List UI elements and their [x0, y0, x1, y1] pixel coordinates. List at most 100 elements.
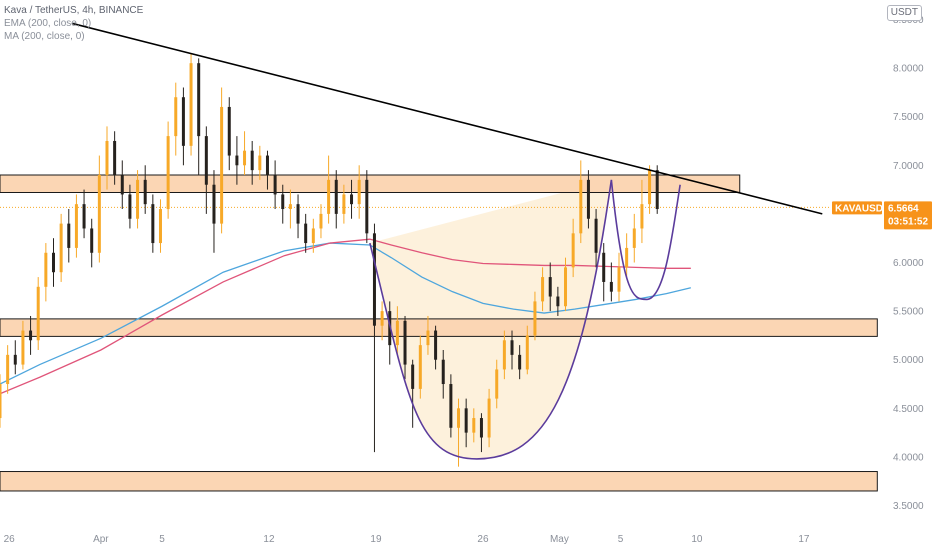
candle-body: [564, 267, 568, 307]
candle-body: [243, 150, 247, 166]
ma-legend-item[interactable]: MA (200, close, 0): [4, 31, 85, 42]
candle-body: [655, 170, 659, 210]
candle-body: [21, 330, 25, 365]
candle-body: [449, 384, 453, 428]
chart-legend: Kava / TetherUS, 4h, BINANCE EMA (200, c…: [4, 4, 143, 43]
candle-body: [273, 175, 277, 195]
candle-body: [327, 179, 331, 214]
candle-body: [13, 354, 17, 365]
candle-body: [625, 247, 629, 268]
candle-body: [220, 106, 224, 224]
candle-body: [533, 301, 537, 336]
time-axis: 26 Apr 5 12 19 26 May 5 10 17: [4, 534, 810, 545]
candle-body: [311, 228, 315, 244]
ma-200-line: [0, 238, 691, 395]
candle-body: [0, 384, 2, 419]
candle-body: [250, 150, 254, 171]
candle-body: [212, 184, 216, 224]
x-tick-label: 12: [263, 534, 275, 545]
candle-body: [548, 277, 552, 297]
candle-body: [174, 97, 178, 137]
candle-body: [334, 179, 338, 214]
candle-body: [411, 364, 415, 389]
candle-body: [51, 252, 55, 273]
y-tick-label: 4.5000: [893, 404, 924, 415]
resistance-zone: [0, 174, 741, 193]
price-tag: [884, 201, 932, 230]
descending-trendline: [71, 22, 823, 215]
candle-body: [235, 155, 239, 166]
candle-body: [357, 179, 361, 205]
candle-body: [258, 155, 262, 171]
x-tick-label: 26: [477, 534, 489, 545]
candle-body: [556, 296, 560, 307]
y-tick-label: 3.5000: [893, 501, 924, 512]
resistance-zones: [0, 174, 878, 492]
candle-body: [479, 418, 483, 438]
candle-body: [204, 136, 208, 185]
candle-body: [541, 277, 545, 302]
candle-body: [97, 175, 101, 253]
symbol-tag: [832, 201, 882, 215]
symbol-title[interactable]: Kava / TetherUS, 4h, BINANCE: [4, 5, 144, 16]
candle-body: [487, 398, 491, 438]
candle-body: [74, 204, 78, 248]
candle-body: [609, 281, 613, 292]
x-tick-label: 19: [370, 534, 382, 545]
resistance-zone: [0, 318, 878, 337]
symbol-tag-text: KAVAUSDT: [835, 203, 889, 214]
candle-body: [602, 252, 606, 282]
candle-body: [304, 223, 308, 244]
x-tick-label: 5: [618, 534, 624, 545]
candle-body: [44, 252, 48, 287]
candle-body: [403, 320, 407, 365]
candle-body: [579, 179, 583, 234]
x-tick-label: 5: [159, 534, 165, 545]
candle-body: [181, 97, 185, 146]
candle-body: [158, 209, 162, 244]
cup-and-handle-pattern: [369, 179, 681, 460]
candle-body: [319, 213, 323, 229]
candle-body: [143, 179, 147, 205]
candle-body: [380, 311, 384, 326]
candle-body: [136, 179, 140, 219]
candle-body: [464, 408, 468, 433]
candle-body: [6, 354, 10, 385]
candle-body: [418, 345, 422, 389]
candle-body: [648, 170, 652, 205]
trendline: [71, 22, 823, 215]
candle-body: [594, 218, 598, 253]
ema-legend-item[interactable]: EMA (200, close, 0): [4, 18, 92, 29]
candle-body: [518, 354, 522, 370]
candle-body: [525, 335, 529, 370]
candle-body: [640, 204, 644, 229]
candle-body: [227, 106, 231, 156]
y-tick-label: 5.5000: [893, 307, 924, 318]
currency-button[interactable]: USDT: [886, 5, 922, 21]
candle-body: [166, 136, 170, 210]
x-tick-label: May: [550, 534, 569, 545]
candle-body: [197, 63, 201, 137]
candle-body: [82, 204, 86, 229]
candle-body: [457, 408, 461, 428]
resistance-zone: [0, 471, 878, 492]
handle-curve: [610, 179, 681, 301]
y-tick-label: 7.5000: [893, 112, 924, 123]
candle-body: [571, 233, 575, 268]
candle-body: [617, 267, 621, 292]
candle-body: [434, 330, 438, 360]
candle-body: [113, 140, 117, 175]
candle-body: [388, 311, 392, 346]
countdown-value: 03:51:52: [888, 216, 928, 227]
y-tick-label: 6.0000: [893, 258, 924, 269]
ma-200-line: [0, 238, 691, 395]
candle-body: [189, 63, 193, 146]
y-tick-label: 4.0000: [893, 452, 924, 463]
candle-body: [342, 194, 346, 214]
y-tick-label: 5.0000: [893, 355, 924, 366]
candle-body: [395, 320, 399, 346]
candle-body: [350, 194, 354, 205]
